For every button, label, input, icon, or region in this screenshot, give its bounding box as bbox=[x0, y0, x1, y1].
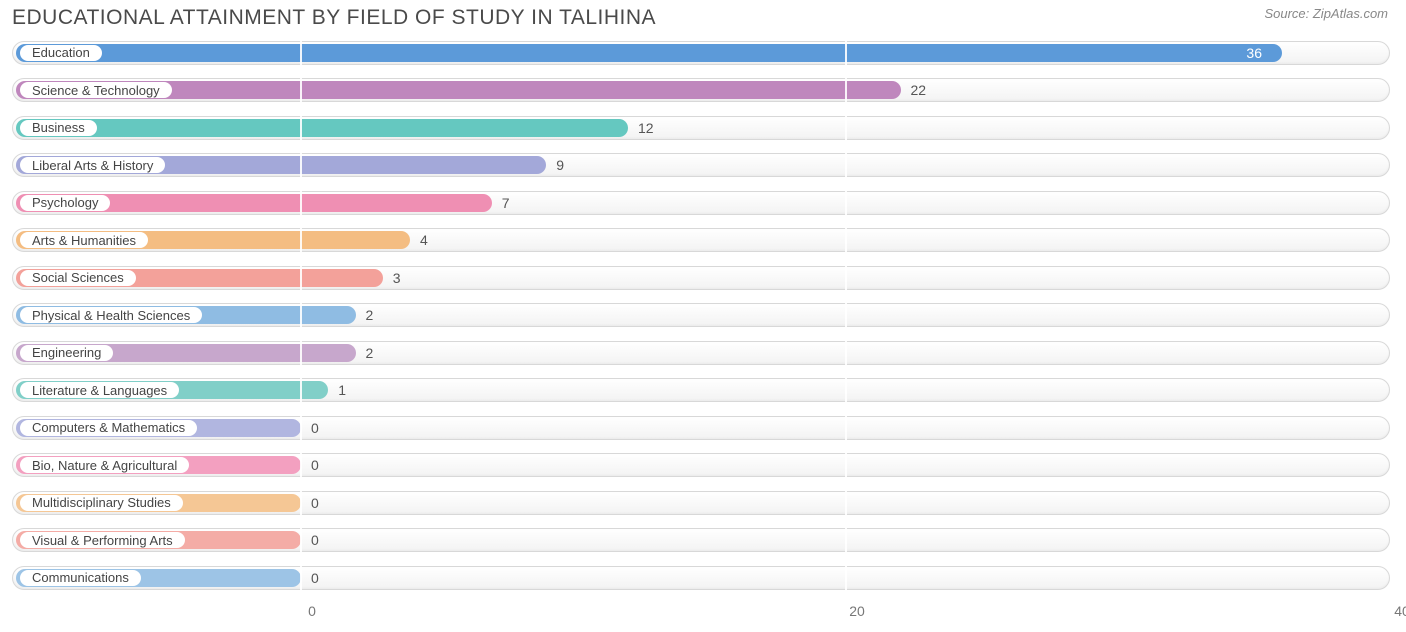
table-row: Communications 0 bbox=[12, 559, 1394, 597]
bars-container: Education36Science & Technology22Busines… bbox=[12, 34, 1394, 597]
category-pill: Science & Technology bbox=[19, 81, 173, 99]
value-label: 12 bbox=[638, 120, 654, 136]
category-pill: Psychology bbox=[19, 194, 111, 212]
value-label: 0 bbox=[311, 495, 319, 511]
category-label: Science & Technology bbox=[32, 83, 160, 98]
bar-track: Multidisciplinary Studies 0 bbox=[12, 491, 1390, 515]
category-label: Literature & Languages bbox=[32, 383, 167, 398]
category-label: Business bbox=[32, 120, 85, 135]
category-label: Communications bbox=[32, 570, 129, 585]
page-title: EDUCATIONAL ATTAINMENT BY FIELD OF STUDY… bbox=[12, 6, 656, 30]
category-label: Physical & Health Sciences bbox=[32, 308, 190, 323]
grid-line bbox=[1390, 34, 1392, 597]
category-label: Liberal Arts & History bbox=[32, 158, 153, 173]
category-pill: Bio, Nature & Agricultural bbox=[19, 456, 190, 474]
bar-track: Literature & Languages 1 bbox=[12, 378, 1390, 402]
table-row: Science & Technology 22 bbox=[12, 72, 1394, 110]
bar bbox=[16, 44, 1282, 62]
value-label: 0 bbox=[311, 457, 319, 473]
value-label: 9 bbox=[556, 157, 564, 173]
axis-tick-label: 40 bbox=[1394, 603, 1406, 619]
x-axis: 02040 bbox=[24, 597, 1402, 625]
grid-line bbox=[300, 34, 302, 597]
value-label: 2 bbox=[366, 307, 374, 323]
value-label: 7 bbox=[502, 195, 510, 211]
value-label: 36 bbox=[1246, 45, 1262, 61]
category-label: Multidisciplinary Studies bbox=[32, 495, 171, 510]
table-row: Social Sciences 3 bbox=[12, 259, 1394, 297]
category-pill: Liberal Arts & History bbox=[19, 156, 166, 174]
bar-track: Psychology 7 bbox=[12, 191, 1390, 215]
chart-container: Education36Science & Technology22Busines… bbox=[0, 34, 1406, 625]
category-pill: Business bbox=[19, 119, 98, 137]
axis-tick-label: 20 bbox=[849, 603, 865, 619]
table-row: Engineering 2 bbox=[12, 334, 1394, 372]
table-row: Business 12 bbox=[12, 109, 1394, 147]
table-row: Physical & Health Sciences 2 bbox=[12, 297, 1394, 335]
bar-track: Computers & Mathematics 0 bbox=[12, 416, 1390, 440]
bar bbox=[16, 119, 628, 137]
category-pill: Engineering bbox=[19, 344, 114, 362]
category-label: Visual & Performing Arts bbox=[32, 533, 173, 548]
bar-track: Bio, Nature & Agricultural 0 bbox=[12, 453, 1390, 477]
table-row: Bio, Nature & Agricultural 0 bbox=[12, 447, 1394, 485]
category-label: Psychology bbox=[32, 195, 98, 210]
category-pill: Multidisciplinary Studies bbox=[19, 494, 184, 512]
table-row: Psychology 7 bbox=[12, 184, 1394, 222]
table-row: Multidisciplinary Studies 0 bbox=[12, 484, 1394, 522]
value-label: 0 bbox=[311, 570, 319, 586]
category-pill: Communications bbox=[19, 569, 142, 587]
value-label: 1 bbox=[338, 382, 346, 398]
bar-track: Communications 0 bbox=[12, 566, 1390, 590]
category-pill: Physical & Health Sciences bbox=[19, 306, 203, 324]
category-pill: Visual & Performing Arts bbox=[19, 531, 186, 549]
table-row: Arts & Humanities 4 bbox=[12, 222, 1394, 260]
grid-line bbox=[845, 34, 847, 597]
bar-track: Physical & Health Sciences 2 bbox=[12, 303, 1390, 327]
category-label: Social Sciences bbox=[32, 270, 124, 285]
source-attribution: Source: ZipAtlas.com bbox=[1264, 6, 1388, 21]
bar-track: Education 36 bbox=[12, 41, 1390, 65]
bar-track: Social Sciences 3 bbox=[12, 266, 1390, 290]
category-label: Arts & Humanities bbox=[32, 233, 136, 248]
value-label: 0 bbox=[311, 420, 319, 436]
bar-track: Liberal Arts & History 9 bbox=[12, 153, 1390, 177]
category-pill: Social Sciences bbox=[19, 269, 137, 287]
table-row: Literature & Languages 1 bbox=[12, 372, 1394, 410]
bar-track: Science & Technology 22 bbox=[12, 78, 1390, 102]
axis-tick-label: 0 bbox=[308, 603, 316, 619]
bar-track: Visual & Performing Arts 0 bbox=[12, 528, 1390, 552]
value-label: 0 bbox=[311, 532, 319, 548]
table-row: Liberal Arts & History 9 bbox=[12, 147, 1394, 185]
category-label: Bio, Nature & Agricultural bbox=[32, 458, 177, 473]
bar-track: Business 12 bbox=[12, 116, 1390, 140]
value-label: 3 bbox=[393, 270, 401, 286]
bar-track: Engineering 2 bbox=[12, 341, 1390, 365]
category-pill: Computers & Mathematics bbox=[19, 419, 198, 437]
category-label: Engineering bbox=[32, 345, 101, 360]
bar-track: Arts & Humanities 4 bbox=[12, 228, 1390, 252]
value-label: 2 bbox=[366, 345, 374, 361]
value-label: 4 bbox=[420, 232, 428, 248]
category-pill: Arts & Humanities bbox=[19, 231, 149, 249]
value-label: 22 bbox=[911, 82, 927, 98]
category-label: Education bbox=[32, 45, 90, 60]
table-row: Visual & Performing Arts 0 bbox=[12, 522, 1394, 560]
table-row: Computers & Mathematics 0 bbox=[12, 409, 1394, 447]
table-row: Education 36 bbox=[12, 34, 1394, 72]
category-pill: Education bbox=[19, 44, 103, 62]
category-pill: Literature & Languages bbox=[19, 381, 180, 399]
category-label: Computers & Mathematics bbox=[32, 420, 185, 435]
